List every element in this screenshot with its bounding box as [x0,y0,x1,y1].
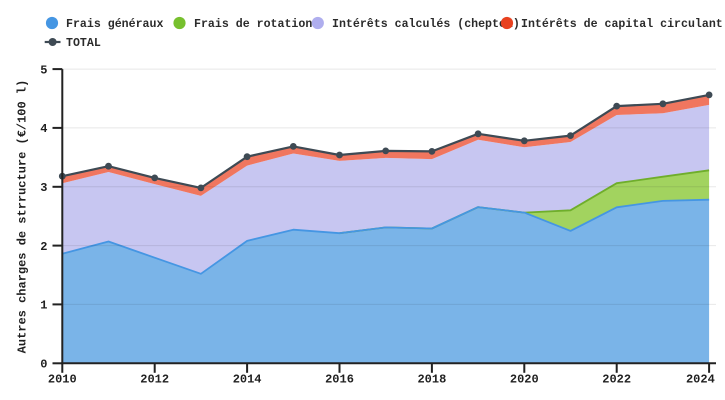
svg-text:Frais de rotation: Frais de rotation [194,18,312,31]
svg-text:1: 1 [40,299,47,313]
svg-text:TOTAL: TOTAL [66,37,101,50]
svg-text:2012: 2012 [140,373,169,387]
svg-text:5: 5 [40,63,47,77]
svg-text:4: 4 [40,122,47,136]
svg-text:2: 2 [40,240,47,254]
svg-text:Intérêts de capital circulant: Intérêts de capital circulant [521,18,723,31]
svg-text:Autres charges de strructure (: Autres charges de strructure (€/100 l) [16,80,30,354]
svg-text:2022: 2022 [602,373,631,387]
svg-text:Frais généraux: Frais généraux [66,18,163,31]
svg-text:2020: 2020 [510,373,539,387]
svg-text:2024: 2024 [686,373,715,387]
svg-text:2016: 2016 [325,373,354,387]
svg-text:0: 0 [40,358,47,372]
svg-text:2018: 2018 [417,373,446,387]
svg-text:2014: 2014 [233,373,262,387]
svg-text:3: 3 [40,181,47,195]
svg-text:Intérêts calculés (cheptel): Intérêts calculés (cheptel) [332,18,520,31]
svg-text:2010: 2010 [48,373,77,387]
